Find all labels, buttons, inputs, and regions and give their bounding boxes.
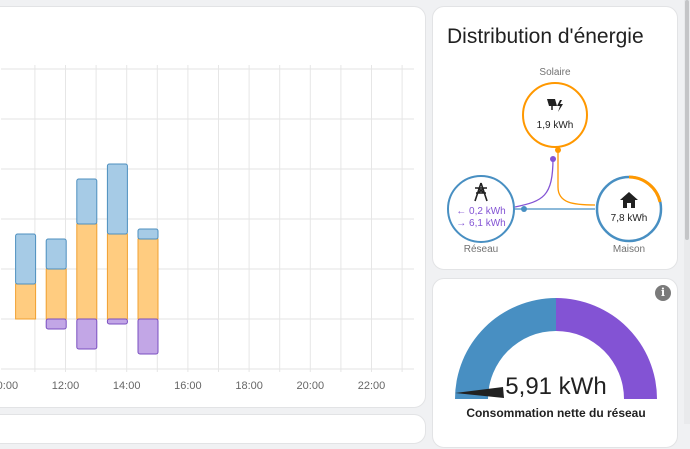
gauge-needle xyxy=(455,387,504,398)
energy-flow-diagram: Solaire 1,9 kWh ← 0,2 kWh → 6,1 kWh Rése… xyxy=(447,67,663,255)
gauge-value: 5,91 kWh xyxy=(505,373,607,400)
x-tick-label: 14:00 xyxy=(113,380,141,392)
x-tick-label: 16:00 xyxy=(174,380,202,392)
grid-import-value: ← 0,2 kWh xyxy=(456,206,505,217)
bottom-left-card xyxy=(0,414,426,444)
bar-grid-export xyxy=(106,318,128,325)
home-solar-share-arc xyxy=(628,175,662,203)
gauge-segment-left xyxy=(455,298,556,399)
home-icon xyxy=(620,192,638,208)
transmission-tower-icon xyxy=(474,182,488,202)
bar-grid-import xyxy=(15,233,37,285)
bar-grid-export xyxy=(45,318,67,330)
flow-dot-grid-home xyxy=(521,206,527,212)
home-value: 7,8 kWh xyxy=(611,213,648,224)
grid-label: Réseau xyxy=(464,244,498,255)
bar-grid-export xyxy=(137,318,159,355)
bar-grid-export xyxy=(76,318,98,350)
bar-solar xyxy=(15,283,37,320)
x-tick-label: 12:00 xyxy=(52,380,80,392)
bar-solar xyxy=(106,233,128,320)
bar-grid-import xyxy=(137,228,159,240)
gauge-segment-right xyxy=(556,298,657,399)
grid-export-value: → 6,1 kWh xyxy=(456,218,505,229)
bar-grid-import xyxy=(76,178,98,225)
solar-node[interactable] xyxy=(522,82,588,148)
info-icon[interactable]: i xyxy=(655,285,671,301)
energy-usage-chart: 10:00 12:00 14:00 16:00 18:00 20:00 22:00 xyxy=(0,65,414,392)
page-scrollbar-thumb[interactable] xyxy=(685,0,689,240)
solar-power-icon xyxy=(547,99,563,112)
gauge-name: Consommation nette du réseau xyxy=(466,406,646,420)
bar-grid-import xyxy=(45,238,67,270)
x-tick-label: 10:00 xyxy=(0,380,18,392)
bar-solar xyxy=(76,223,98,320)
grid-net-consumption-gauge-card: i 5,91 kWh Consommation nette du réseau xyxy=(432,278,678,448)
gauge-chart xyxy=(455,298,657,399)
flow-dot-solar-grid xyxy=(550,156,556,162)
bar-solar xyxy=(137,238,159,320)
x-tick-label: 20:00 xyxy=(297,380,325,392)
x-tick-label: 18:00 xyxy=(235,380,263,392)
page-scrollbar[interactable] xyxy=(684,0,690,424)
energy-distribution-card: Distribution d'énergie Solaire 1,9 kWh ←… xyxy=(432,6,678,270)
x-tick-label: 22:00 xyxy=(358,380,386,392)
solar-label: Solaire xyxy=(539,67,571,78)
flow-solar-to-home xyxy=(557,147,596,206)
distribution-title: Distribution d'énergie xyxy=(447,25,644,48)
flow-dot-solar-home xyxy=(555,147,561,153)
flow-solar-to-grid xyxy=(514,157,554,208)
home-label: Maison xyxy=(613,244,645,255)
bar-solar xyxy=(45,268,67,320)
energy-usage-chart-card: 10:00 12:00 14:00 16:00 18:00 20:00 22:00 xyxy=(0,6,426,408)
bar-grid-import xyxy=(106,163,128,235)
grid-node[interactable] xyxy=(447,175,515,243)
solar-value: 1,9 kWh xyxy=(537,120,574,131)
